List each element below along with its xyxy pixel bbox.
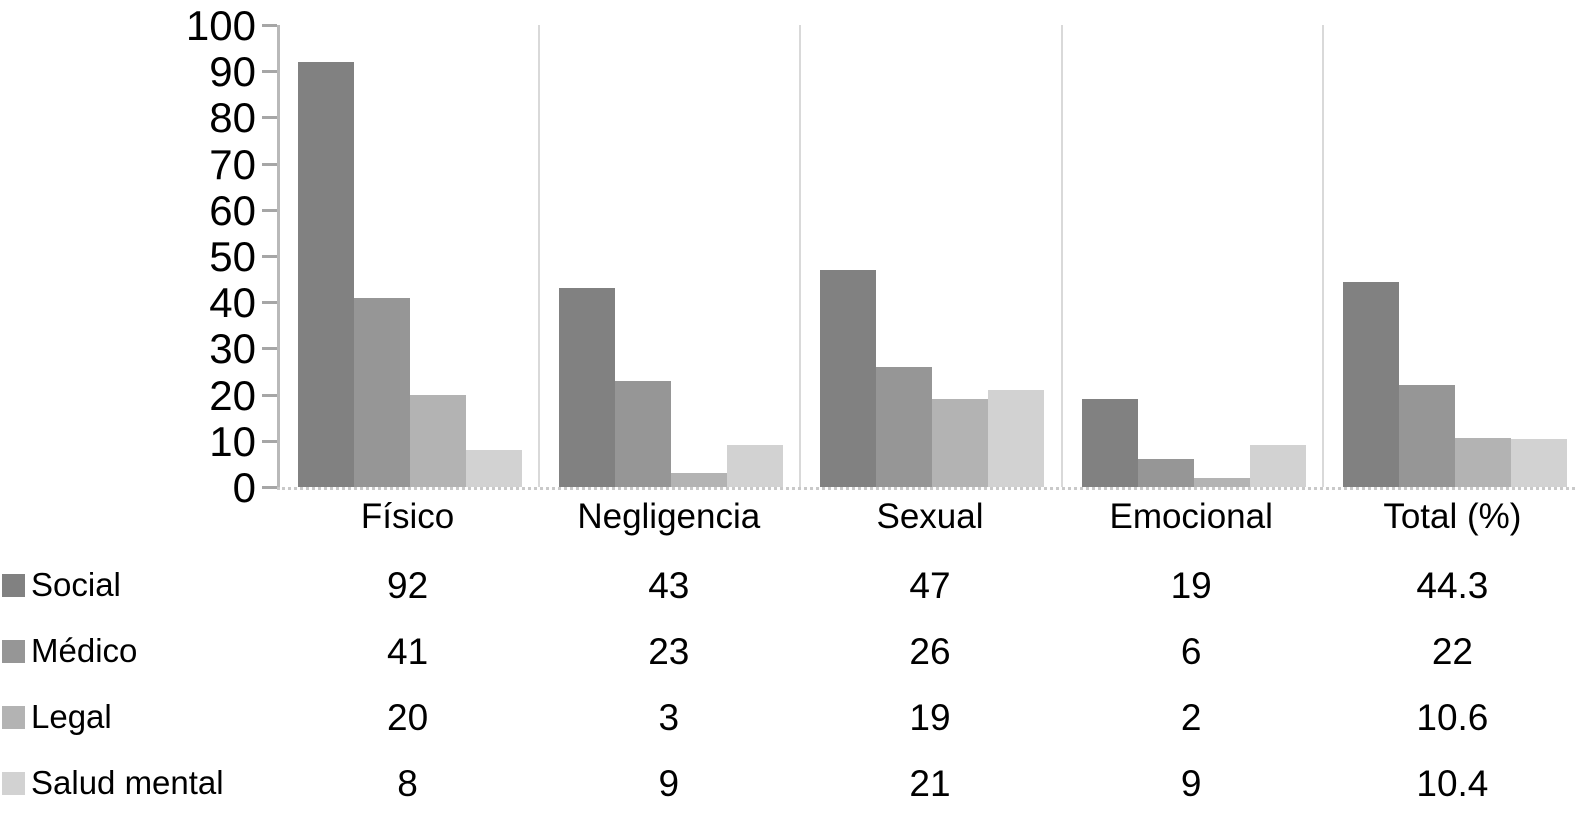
bar-legal	[1454, 438, 1511, 487]
bar-social	[559, 288, 616, 487]
group-separator	[1321, 25, 1324, 487]
value-cell: 26	[909, 630, 951, 672]
value-cell: 47	[909, 564, 951, 606]
legend-label: Legal	[31, 698, 112, 735]
value-cell: 3	[658, 696, 680, 738]
y-tick-label: 80	[209, 94, 256, 142]
bar-social	[1081, 399, 1138, 487]
legend-item: Legal	[2, 684, 112, 750]
category-label: Emocional	[1109, 497, 1273, 536]
y-tick-label: 50	[209, 233, 256, 280]
value-cell: 19	[1170, 564, 1212, 606]
category-label: Total (%)	[1383, 497, 1522, 536]
value-cell: 21	[909, 762, 951, 804]
y-tick-label: 70	[209, 140, 256, 188]
y-tick-label: 60	[209, 186, 256, 234]
bar-salud-mental	[988, 389, 1045, 487]
value-cell: 43	[648, 564, 690, 606]
y-axis-tick	[262, 486, 277, 489]
group-separator	[538, 25, 541, 487]
y-tick-label: 0	[232, 464, 256, 511]
y-axis-tick	[262, 301, 277, 305]
bar-médico	[354, 297, 410, 487]
group-separator	[799, 25, 802, 487]
category-label: Negligencia	[577, 497, 761, 536]
y-axis-tick	[262, 439, 277, 443]
bar-social	[298, 61, 354, 487]
value-cell: 19	[909, 696, 951, 738]
value-cell: 20	[387, 696, 429, 738]
bar-médico	[615, 380, 672, 487]
legend-swatch-icon	[2, 639, 25, 663]
y-axis-tick	[262, 208, 277, 212]
value-cell: 23	[648, 630, 690, 672]
bar-médico	[876, 366, 933, 487]
legend-swatch-icon	[2, 771, 25, 795]
bar-legal	[671, 473, 728, 487]
legend-item: Salud mental	[2, 750, 224, 816]
y-tick-label: 30	[209, 325, 256, 373]
bar-legal	[932, 399, 989, 487]
value-cell: 9	[658, 762, 680, 804]
y-axis-tick	[262, 24, 277, 27]
bar-salud-mental	[466, 450, 522, 487]
legend-swatch-icon	[2, 573, 25, 597]
value-cell: 10.6	[1416, 696, 1489, 738]
bar-social	[820, 269, 877, 487]
group-separator	[1060, 25, 1063, 487]
bar-salud-mental	[1249, 445, 1306, 487]
value-cell: 2	[1180, 696, 1202, 738]
category-label: Físico	[360, 497, 455, 536]
y-axis-tick	[262, 162, 277, 166]
value-cell: 41	[387, 630, 429, 672]
legend-label: Salud mental	[31, 764, 224, 801]
value-cell: 92	[387, 564, 429, 606]
legend-item: Médico	[2, 618, 137, 684]
bar-legal	[1193, 477, 1250, 487]
x-axis-baseline	[277, 487, 1575, 490]
value-cell: 6	[1180, 630, 1202, 672]
y-axis-tick	[262, 70, 277, 74]
y-tick-label: 40	[209, 279, 256, 327]
y-tick-label: 90	[209, 48, 256, 96]
y-axis-line	[277, 25, 280, 487]
y-axis-tick	[262, 116, 277, 120]
value-cell: 10.4	[1416, 762, 1489, 804]
table-row: Legal 20 3 19 2 10.6	[0, 684, 1583, 750]
legend-label: Médico	[31, 632, 138, 669]
bar-médico	[1398, 385, 1455, 487]
y-axis-tick	[262, 347, 277, 351]
value-cell: 9	[1180, 762, 1202, 804]
y-tick-label: 20	[209, 371, 256, 419]
value-cell: 8	[397, 762, 418, 804]
bar-legal	[410, 394, 466, 487]
bar-salud-mental	[727, 445, 784, 487]
bar-médico	[1137, 459, 1194, 487]
table-row: Social 92 43 47 19 44.3	[0, 552, 1583, 618]
value-cell: 44.3	[1416, 564, 1489, 606]
legend-label: Social	[31, 566, 121, 603]
y-tick-label: 10	[209, 417, 256, 465]
y-axis-tick	[262, 255, 277, 258]
legend-item: Social	[2, 552, 121, 618]
table-row: Salud mental 8 9 21 9 10.4	[0, 750, 1583, 816]
legend-swatch-icon	[2, 705, 25, 729]
y-tick-label: 100	[185, 2, 256, 49]
bar-salud-mental	[1510, 438, 1567, 487]
y-axis-tick	[262, 393, 277, 397]
value-cell: 22	[1431, 630, 1473, 672]
table-row: Médico 41 23 26 6 22	[0, 618, 1583, 684]
bar-social	[1342, 282, 1399, 487]
category-label: Sexual	[876, 497, 984, 536]
